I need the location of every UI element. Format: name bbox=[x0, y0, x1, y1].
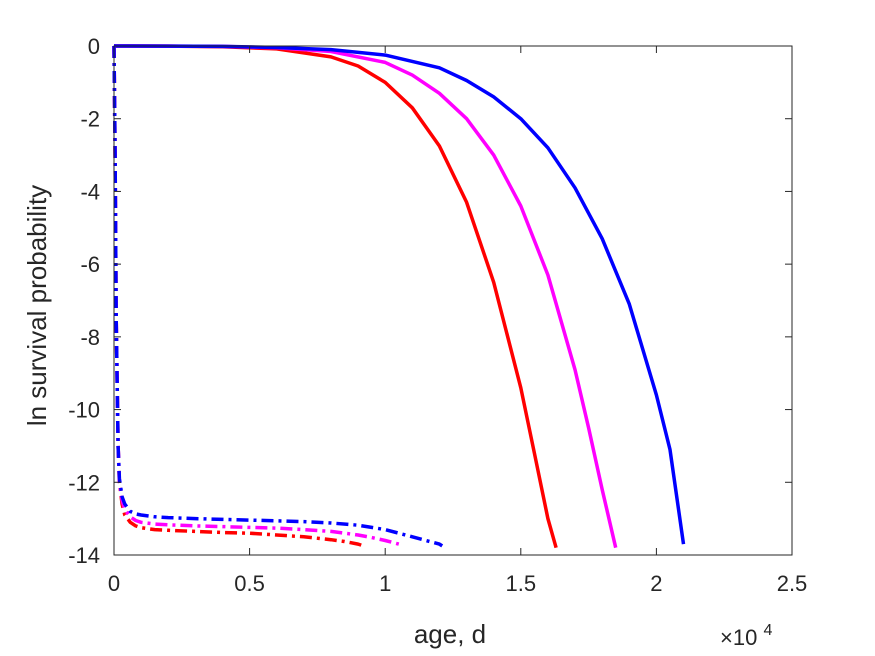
plot-area-box bbox=[113, 45, 793, 556]
x-axis-label: age, d bbox=[414, 619, 486, 649]
x-tick-label: 0.5 bbox=[234, 571, 265, 596]
y-tick-label: -12 bbox=[68, 470, 100, 495]
x-axis-multiplier-base: ×10 bbox=[720, 625, 757, 650]
y-tick-label: -6 bbox=[80, 252, 100, 277]
x-tick-label: 1 bbox=[379, 571, 391, 596]
y-tick-label: -4 bbox=[80, 179, 100, 204]
y-tick-label: -2 bbox=[80, 107, 100, 132]
x-tick-label: 1.5 bbox=[506, 571, 537, 596]
y-tick-label: -8 bbox=[80, 325, 100, 350]
y-tick-label: 0 bbox=[88, 34, 100, 59]
dashdot-line-6 bbox=[112, 45, 444, 548]
x-tick-label: 2 bbox=[650, 571, 662, 596]
x-tick-label: 0 bbox=[108, 571, 120, 596]
y-axis-label: ln survival probability bbox=[22, 185, 52, 426]
x-axis-multiplier-exponent: 4 bbox=[763, 622, 772, 639]
x-axis-multiplier: ×10 4 bbox=[720, 622, 772, 650]
tick-layer: 0 0.5 1 1.5 2 2.5 0 -2 -4 -6 -8 -10 -12 -14 bbox=[68, 34, 807, 596]
y-tick-label: -14 bbox=[68, 543, 100, 568]
y-tick-label: -10 bbox=[68, 398, 100, 423]
solid-line-3 bbox=[113, 44, 686, 545]
x-tick-label: 2.5 bbox=[777, 571, 808, 596]
dashdot-line-4 bbox=[112, 45, 365, 548]
